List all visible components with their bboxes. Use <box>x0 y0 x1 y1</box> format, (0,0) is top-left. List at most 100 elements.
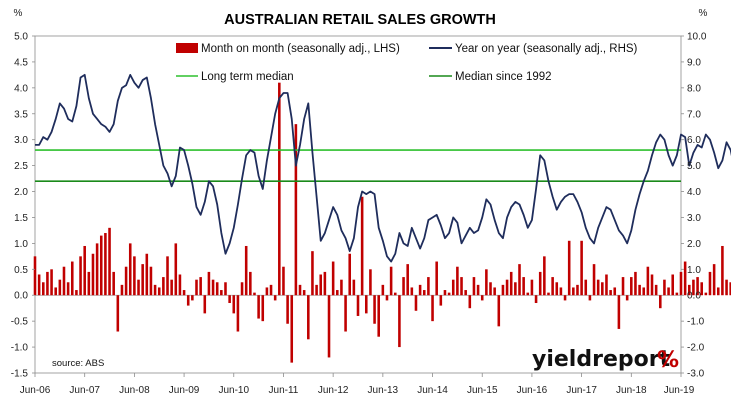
mom-bar <box>555 282 559 296</box>
mom-bar <box>497 295 501 327</box>
left-tick-label: 2.5 <box>14 161 28 172</box>
mom-bar <box>141 264 144 296</box>
mom-bar <box>124 266 128 296</box>
mom-bar <box>75 290 78 296</box>
mom-bar <box>514 282 517 296</box>
mom-bar <box>630 277 633 296</box>
mom-bar <box>679 271 683 296</box>
mom-bar <box>336 290 339 296</box>
legend-label-mom: Month on month (seasonally adj., LHS) <box>201 43 400 55</box>
mom-bar <box>211 279 215 296</box>
mom-bar <box>414 295 418 311</box>
mom-bar <box>700 282 703 296</box>
mom-bar <box>663 279 666 296</box>
mom-bar <box>253 292 256 296</box>
mom-bar <box>116 295 120 332</box>
mom-bar <box>203 295 207 314</box>
mom-bar <box>377 295 380 337</box>
mom-bar <box>567 240 571 296</box>
mom-bar <box>120 284 124 296</box>
mom-bar <box>683 261 687 296</box>
mom-bar <box>95 243 99 296</box>
mom-bar <box>592 264 596 296</box>
mom-bar <box>62 266 66 296</box>
mom-bar <box>58 279 62 296</box>
right-tick-label: 6.0 <box>687 135 701 146</box>
mom-bar <box>236 295 240 332</box>
mom-bar <box>182 290 186 296</box>
mom-bar <box>356 295 360 316</box>
mom-bar <box>530 279 534 296</box>
x-axis: Jun-06 Jun-07 Jun-08 Jun-09 Jun-10 Jun-11 Jun-… <box>20 373 695 396</box>
source-note: source: ABS <box>52 358 104 369</box>
mom-bar <box>244 245 248 296</box>
mom-bar <box>588 295 592 301</box>
mom-bar <box>128 243 132 296</box>
mom-bar <box>489 282 492 296</box>
mom-bar <box>191 295 194 301</box>
left-tick-label: -1.5 <box>11 369 29 380</box>
mom-bar <box>485 269 488 296</box>
mom-bar <box>584 279 588 296</box>
mom-bar <box>389 266 393 296</box>
mom-bar <box>526 292 530 296</box>
mom-bar <box>344 295 347 332</box>
mom-bar <box>91 253 95 296</box>
mom-bar <box>70 261 74 296</box>
mom-bar <box>315 284 318 296</box>
left-tick-label: 5.0 <box>14 32 28 43</box>
mom-bar <box>422 290 426 296</box>
mom-bar <box>331 261 335 296</box>
mom-bar <box>323 271 327 296</box>
left-tick-label: 4.0 <box>14 83 28 94</box>
legend-label-yoy: Year on year (seasonally adj., RHS) <box>455 43 638 55</box>
right-tick-label: 4.0 <box>687 187 701 198</box>
right-tick-label: 1.0 <box>687 265 701 276</box>
mom-bar <box>195 279 198 296</box>
mom-bar <box>692 279 695 296</box>
mom-bar <box>505 279 509 296</box>
x-tick-label: Jun-19 <box>664 385 695 396</box>
mom-bar <box>104 233 107 296</box>
mom-bar <box>721 245 724 296</box>
mom-bar <box>447 292 451 296</box>
left-tick-label: 0.0 <box>14 291 28 302</box>
mom-bar <box>83 245 86 296</box>
mom-bar <box>534 295 538 304</box>
right-tick-label: 3.0 <box>687 213 701 224</box>
mom-bar <box>79 256 82 296</box>
left-tick-label: -0.5 <box>11 317 29 328</box>
mom-bar <box>551 277 554 296</box>
mom-bar <box>410 287 414 296</box>
right-tick-label: 8.0 <box>687 83 701 94</box>
mom-bar <box>145 253 149 296</box>
mom-bar <box>406 264 409 296</box>
mom-bar <box>522 277 525 296</box>
x-tick-label: Jun-13 <box>368 385 399 396</box>
mom-bar <box>667 287 670 296</box>
mom-bar <box>671 274 675 296</box>
mom-bar <box>307 295 310 340</box>
mom-bar <box>460 277 463 296</box>
right-tick-label: -1.0 <box>687 317 705 328</box>
x-tick-label: Jun-07 <box>69 385 100 396</box>
x-tick-label: Jun-14 <box>417 385 448 396</box>
mom-bar <box>480 295 484 301</box>
right-tick-label: 9.0 <box>687 57 701 68</box>
mom-bar <box>687 284 691 296</box>
plot-frame <box>34 35 682 374</box>
right-tick-label: -2.0 <box>687 343 705 354</box>
mom-bar <box>439 295 443 306</box>
mom-bar <box>642 287 646 296</box>
mom-bar <box>232 295 236 314</box>
mom-bar <box>319 274 323 296</box>
mom-bar <box>311 251 314 296</box>
brand-logo: yieldreport % <box>532 347 679 373</box>
mom-bar <box>638 284 641 296</box>
mom-bar <box>215 282 219 296</box>
mom-bar <box>712 264 716 296</box>
x-tick-label: Jun-11 <box>269 385 299 396</box>
mom-bar <box>385 295 389 301</box>
mom-bar <box>625 295 629 301</box>
x-tick-label: Jun-09 <box>169 385 200 396</box>
